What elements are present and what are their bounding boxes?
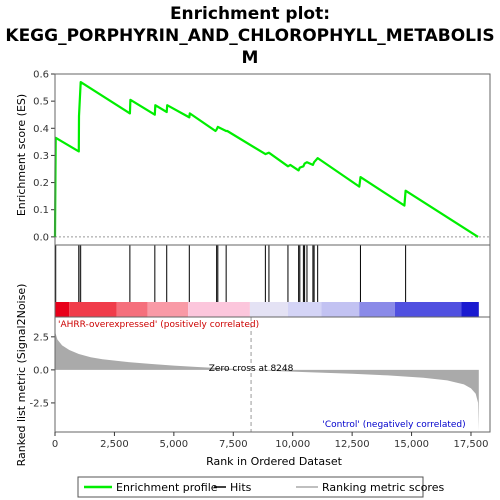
metric-y-tick-label: -2.5: [29, 398, 49, 409]
x-tick-label: 17,500: [453, 439, 488, 450]
chart-title-line-1: Enrichment plot:: [170, 4, 330, 24]
x-tick-label: 10,000: [275, 439, 310, 450]
chart-title-line-2: KEGG_PORPHYRIN_AND_CHLOROPHYLL_METABOLIS: [5, 26, 494, 46]
legend-label: Enrichment profile: [116, 481, 218, 494]
color-bar-segment: [249, 302, 288, 317]
hits-area: [55, 245, 490, 302]
es-plot-area: [55, 74, 490, 245]
metric-y-tick-label: 2.5: [33, 332, 49, 343]
chart-title-line-3: M: [242, 48, 259, 68]
positive-correlation-label: 'AHRR-overexpressed' (positively correla…: [58, 320, 259, 330]
es-y-tick-label: 0.4: [33, 124, 49, 135]
color-bar-segment: [69, 302, 117, 317]
color-bar-segment: [461, 302, 479, 317]
legend-label: Hits: [230, 481, 252, 494]
es-y-tick-label: 0.3: [33, 151, 49, 162]
negative-correlation-label: 'Control' (negatively correlated): [322, 420, 465, 430]
metric-y-tick-label: 0.0: [33, 365, 49, 376]
metric-y-axis-label: Ranked list metric (Signal2Noise): [15, 284, 28, 467]
es-y-tick-label: 0.6: [33, 70, 49, 81]
color-bar-segment: [394, 302, 462, 317]
color-bar-segment: [359, 302, 395, 317]
x-tick-label: 12,500: [335, 439, 370, 450]
x-axis-label: Rank in Ordered Dataset: [206, 455, 343, 468]
es-y-tick-label: 0.1: [33, 205, 49, 216]
x-tick-label: 15,000: [394, 439, 429, 450]
x-axis: 0 2,500 5,000 7,500 10,000 12,500 15,000 17,500: [52, 432, 488, 450]
color-bar-segment: [321, 302, 360, 317]
es-y-axis-label: Enrichment score (ES): [15, 94, 28, 216]
color-bar-segment: [147, 302, 189, 317]
zero-cross-label: Zero cross at 8248: [209, 364, 294, 374]
color-bar-segment: [287, 302, 322, 317]
color-bar-segment: [116, 302, 148, 317]
x-tick-label: 0: [52, 439, 58, 450]
color-bar-segment: [188, 302, 250, 317]
es-panel: 0.0 0.1 0.2 0.3 0.4 0.5 0.6: [33, 70, 491, 246]
enrichment-profile-line: [53, 80, 479, 238]
metric-frame: [54, 316, 491, 433]
es-y-tick-label: 0.2: [33, 178, 49, 189]
color-bar-segment: [55, 302, 70, 317]
x-tick-label: 7,500: [219, 439, 248, 450]
legend-label: Ranking metric scores: [322, 481, 444, 494]
es-y-tick-label: 0.0: [33, 232, 49, 243]
x-tick-label: 2,500: [100, 439, 129, 450]
legend: Enrichment profile Hits Ranking metric sco…: [77, 476, 444, 498]
hits-panel: [54, 244, 491, 318]
es-y-tick-label: 0.5: [33, 97, 49, 108]
x-tick-label: 5,000: [160, 439, 189, 450]
legend-box: [77, 476, 424, 498]
metric-panel: -2.5 0.0 2.5 Zero cross at 8248 'AHRR-overex…: [29, 316, 491, 433]
